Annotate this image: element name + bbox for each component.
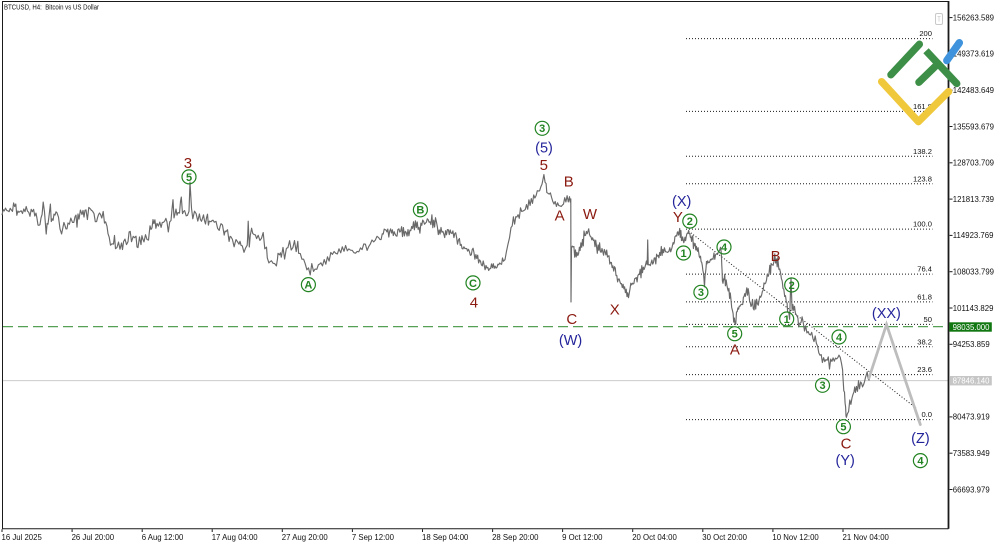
svg-text:3: 3 xyxy=(184,155,192,172)
svg-text:5: 5 xyxy=(186,172,192,184)
svg-text:20 Oct 04:00: 20 Oct 04:00 xyxy=(632,533,677,542)
svg-text:61.8: 61.8 xyxy=(917,292,932,301)
svg-text:(Y): (Y) xyxy=(836,453,855,469)
svg-text:30 Oct 20:00: 30 Oct 20:00 xyxy=(702,533,747,542)
svg-text:A: A xyxy=(304,280,312,292)
svg-text:(5): (5) xyxy=(535,141,553,157)
svg-text:Y: Y xyxy=(673,209,683,226)
svg-text:98035.000: 98035.000 xyxy=(953,323,991,332)
svg-text:26 Jul 20:00: 26 Jul 20:00 xyxy=(72,533,115,542)
svg-text:76.4: 76.4 xyxy=(917,265,932,274)
svg-text:(X): (X) xyxy=(672,194,691,210)
svg-text:3: 3 xyxy=(539,123,545,135)
svg-text:10 Nov 12:00: 10 Nov 12:00 xyxy=(772,533,819,542)
svg-text:5: 5 xyxy=(840,422,846,434)
svg-text:X: X xyxy=(610,301,620,318)
svg-text:A: A xyxy=(555,208,565,225)
svg-text:128703.709: 128703.709 xyxy=(953,159,994,168)
svg-text:200: 200 xyxy=(919,29,932,38)
svg-text:C: C xyxy=(841,436,852,453)
svg-text:4: 4 xyxy=(470,295,478,312)
svg-text:6 Aug 12:00: 6 Aug 12:00 xyxy=(142,533,184,542)
svg-text:27 Aug 20:00: 27 Aug 20:00 xyxy=(282,533,329,542)
svg-text:4: 4 xyxy=(917,456,924,468)
svg-text:C: C xyxy=(469,278,477,290)
svg-text:B: B xyxy=(771,248,781,265)
svg-text:2: 2 xyxy=(789,280,795,292)
svg-text:C: C xyxy=(566,311,577,328)
svg-text:2: 2 xyxy=(687,216,693,228)
svg-text:3: 3 xyxy=(819,380,825,392)
svg-text:17 Aug 04:00: 17 Aug 04:00 xyxy=(212,533,259,542)
svg-text:138.2: 138.2 xyxy=(913,147,932,156)
svg-text:66693.979: 66693.979 xyxy=(953,485,990,494)
svg-text:18 Sep 04:00: 18 Sep 04:00 xyxy=(422,533,469,542)
svg-text:9 Oct 12:00: 9 Oct 12:00 xyxy=(562,533,603,542)
svg-text:108033.799: 108033.799 xyxy=(953,268,994,277)
svg-text:28 Sep 20:00: 28 Sep 20:00 xyxy=(492,533,539,542)
svg-text:21 Nov 04:00: 21 Nov 04:00 xyxy=(843,533,890,542)
svg-text:(Z): (Z) xyxy=(911,431,930,447)
svg-text:5: 5 xyxy=(540,157,548,174)
svg-text:7 Sep 12:00: 7 Sep 12:00 xyxy=(352,533,395,542)
svg-text:94253.859: 94253.859 xyxy=(953,340,990,349)
svg-text:A: A xyxy=(730,342,740,359)
svg-text:101143.829: 101143.829 xyxy=(953,304,994,313)
svg-text:121813.739: 121813.739 xyxy=(953,195,994,204)
svg-text:114923.769: 114923.769 xyxy=(953,231,994,240)
svg-text:W: W xyxy=(583,206,598,223)
svg-text:135593.679: 135593.679 xyxy=(953,122,994,131)
svg-text:38.2: 38.2 xyxy=(917,337,932,346)
svg-text:142483.649: 142483.649 xyxy=(953,86,994,95)
svg-text:87846.140: 87846.140 xyxy=(953,377,991,386)
svg-text:73583.949: 73583.949 xyxy=(953,449,990,458)
svg-text:1: 1 xyxy=(680,248,686,260)
svg-text:16 Jul 2025: 16 Jul 2025 xyxy=(2,533,43,542)
svg-text:100.0: 100.0 xyxy=(913,220,932,229)
svg-text:161.8: 161.8 xyxy=(913,102,932,111)
svg-text:B: B xyxy=(564,174,574,191)
svg-text:4: 4 xyxy=(721,242,728,254)
svg-text:BTCUSD, H4: Bitcoin vs US Dol: BTCUSD, H4: Bitcoin vs US Dollar xyxy=(4,3,99,12)
svg-text:3: 3 xyxy=(698,287,704,299)
svg-text:123.8: 123.8 xyxy=(913,174,932,183)
svg-text:50: 50 xyxy=(924,315,932,324)
svg-text:4: 4 xyxy=(836,332,843,344)
svg-text:23.6: 23.6 xyxy=(917,365,932,374)
svg-text:B: B xyxy=(416,205,424,217)
svg-text:0.0: 0.0 xyxy=(921,410,932,419)
svg-text:156263.589: 156263.589 xyxy=(953,13,994,22)
svg-text:1: 1 xyxy=(784,314,790,326)
svg-text:(W): (W) xyxy=(559,333,582,349)
svg-text:80473.919: 80473.919 xyxy=(953,413,990,422)
svg-text:149373.619: 149373.619 xyxy=(953,50,994,59)
svg-text:5: 5 xyxy=(732,329,738,341)
svg-text:(XX): (XX) xyxy=(872,306,901,322)
